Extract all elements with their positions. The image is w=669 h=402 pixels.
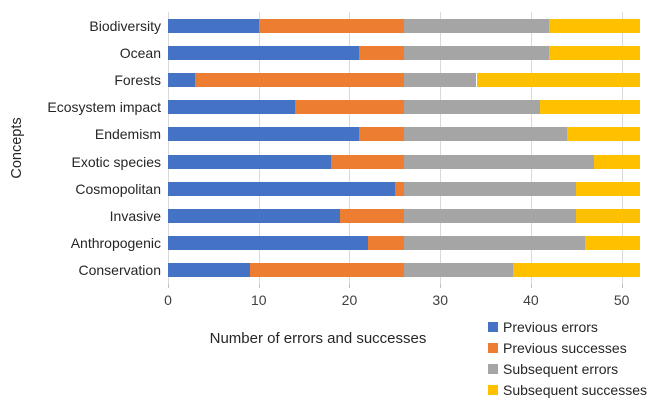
bar-segment-subsequent-errors xyxy=(403,127,568,142)
bar-row-ocean xyxy=(168,45,648,60)
bar-segment-previous-successes xyxy=(367,236,404,251)
legend: Previous errors Previous successes Subsequ… xyxy=(488,320,647,397)
category-label-invasive: Invasive xyxy=(109,208,161,224)
bar-segment-subsequent-errors xyxy=(403,18,550,33)
bar-row-conservation xyxy=(168,263,648,278)
tick-mark-x-10 xyxy=(258,284,260,288)
bar-segment-subsequent-errors xyxy=(403,100,540,115)
bar-segment-previous-successes xyxy=(358,127,404,142)
legend-swatch-icon xyxy=(488,322,498,332)
x-axis-ticks: 0 10 20 30 40 50 xyxy=(164,292,648,308)
bar-segment-previous-successes xyxy=(249,263,404,278)
bar-segment-subsequent-successes xyxy=(567,127,640,142)
x-tick-label-50: 50 xyxy=(613,292,630,308)
gridline-x-40 xyxy=(530,12,532,284)
bar-segment-subsequent-successes xyxy=(576,181,640,196)
bar-segment-subsequent-successes xyxy=(540,100,640,115)
category-label-ocean: Ocean xyxy=(119,44,161,61)
legend-swatch-icon xyxy=(488,343,498,353)
bar-segment-subsequent-errors xyxy=(403,263,513,278)
bar-segment-previous-errors xyxy=(168,100,296,115)
bar-row-endemism xyxy=(168,127,648,142)
gridline-x-20 xyxy=(349,12,351,284)
bar-segment-previous-successes xyxy=(331,154,404,169)
bar-segment-previous-errors xyxy=(168,181,395,196)
bar-segment-subsequent-successes xyxy=(549,45,640,60)
bar-segment-previous-errors xyxy=(168,45,359,60)
legend-label: Previous errors xyxy=(503,319,598,335)
tick-mark-x-30 xyxy=(440,284,442,288)
category-label-exotic-species: Exotic species xyxy=(71,153,161,170)
bar-segment-subsequent-errors xyxy=(403,45,550,60)
gridline-x-50 xyxy=(621,12,623,284)
gridline-x-0 xyxy=(168,12,169,284)
x-tick-label-40: 40 xyxy=(523,292,539,308)
category-label-ecosystem-impact: Ecosystem impact xyxy=(47,99,161,116)
bar-segment-previous-errors xyxy=(168,73,196,87)
bar-segment-previous-errors xyxy=(168,263,250,278)
category-label-conservation: Conservation xyxy=(78,262,162,279)
bar-segment-previous-errors xyxy=(168,236,368,251)
bar-row-cosmopolitan xyxy=(168,181,648,196)
gridline-x-10 xyxy=(258,12,260,284)
tick-mark-x-20 xyxy=(349,284,351,288)
x-tick-label-10: 10 xyxy=(250,292,267,308)
x-tick-label-0: 0 xyxy=(164,292,172,308)
bar-segment-subsequent-errors xyxy=(403,73,477,87)
x-tick-label-20: 20 xyxy=(341,292,358,308)
legend-item-subsequent-successes: Subsequent successes xyxy=(488,383,647,397)
bar-row-forests xyxy=(168,73,648,87)
legend-item-previous-successes: Previous successes xyxy=(488,341,647,355)
bar-row-biodiversity xyxy=(168,18,648,33)
tick-mark-x-50 xyxy=(621,284,623,288)
bar-segment-previous-successes xyxy=(258,18,404,33)
bar-row-invasive xyxy=(168,209,648,223)
category-label-cosmopolitan: Cosmopolitan xyxy=(75,180,161,197)
plot-area xyxy=(168,12,648,288)
legend-label: Subsequent successes xyxy=(503,382,647,398)
bar-segment-subsequent-errors xyxy=(403,181,577,196)
bar-segment-subsequent-successes xyxy=(549,18,640,33)
bar-segment-previous-successes xyxy=(295,100,404,115)
tick-mark-x-0 xyxy=(168,284,169,288)
legend-swatch-icon xyxy=(488,385,498,395)
bar-segment-subsequent-successes xyxy=(594,154,640,169)
bar-segment-previous-successes xyxy=(340,209,404,223)
tick-mark-x-40 xyxy=(530,284,532,288)
bar-segment-subsequent-errors xyxy=(403,154,595,169)
legend-swatch-icon xyxy=(488,364,498,374)
bar-segment-previous-errors xyxy=(168,18,259,33)
category-label-forests: Forests xyxy=(114,72,161,88)
bar-segment-subsequent-successes xyxy=(512,263,640,278)
gridline-x-30 xyxy=(440,12,442,284)
bar-segment-previous-errors xyxy=(168,209,341,223)
bar-segment-previous-successes xyxy=(358,45,404,60)
legend-label: Subsequent errors xyxy=(503,361,619,377)
category-label-biodiversity: Biodiversity xyxy=(89,17,161,34)
legend-label: Previous successes xyxy=(503,340,627,356)
category-label-endemism: Endemism xyxy=(94,126,161,143)
bar-segment-previous-errors xyxy=(168,127,359,142)
x-tick-label-30: 30 xyxy=(432,292,448,308)
legend-item-previous-errors: Previous errors xyxy=(488,320,647,334)
x-axis-title: Number of errors and successes xyxy=(209,330,427,347)
bar-segment-previous-successes xyxy=(394,181,404,196)
legend-item-subsequent-errors: Subsequent errors xyxy=(488,362,647,376)
bar-segment-subsequent-errors xyxy=(403,236,586,251)
bar-row-ecosystem-impact xyxy=(168,100,648,115)
bar-segment-previous-errors xyxy=(168,154,332,169)
category-label-anthropogenic: Anthropogenic xyxy=(70,235,161,252)
bar-segment-subsequent-successes xyxy=(576,209,640,223)
bar-segment-previous-successes xyxy=(195,73,404,87)
bar-row-exotic-species xyxy=(168,154,648,169)
bar-segment-subsequent-successes xyxy=(476,73,640,87)
bar-segment-subsequent-errors xyxy=(403,209,577,223)
bar-row-anthropogenic xyxy=(168,236,648,251)
bar-segment-subsequent-successes xyxy=(585,236,640,251)
